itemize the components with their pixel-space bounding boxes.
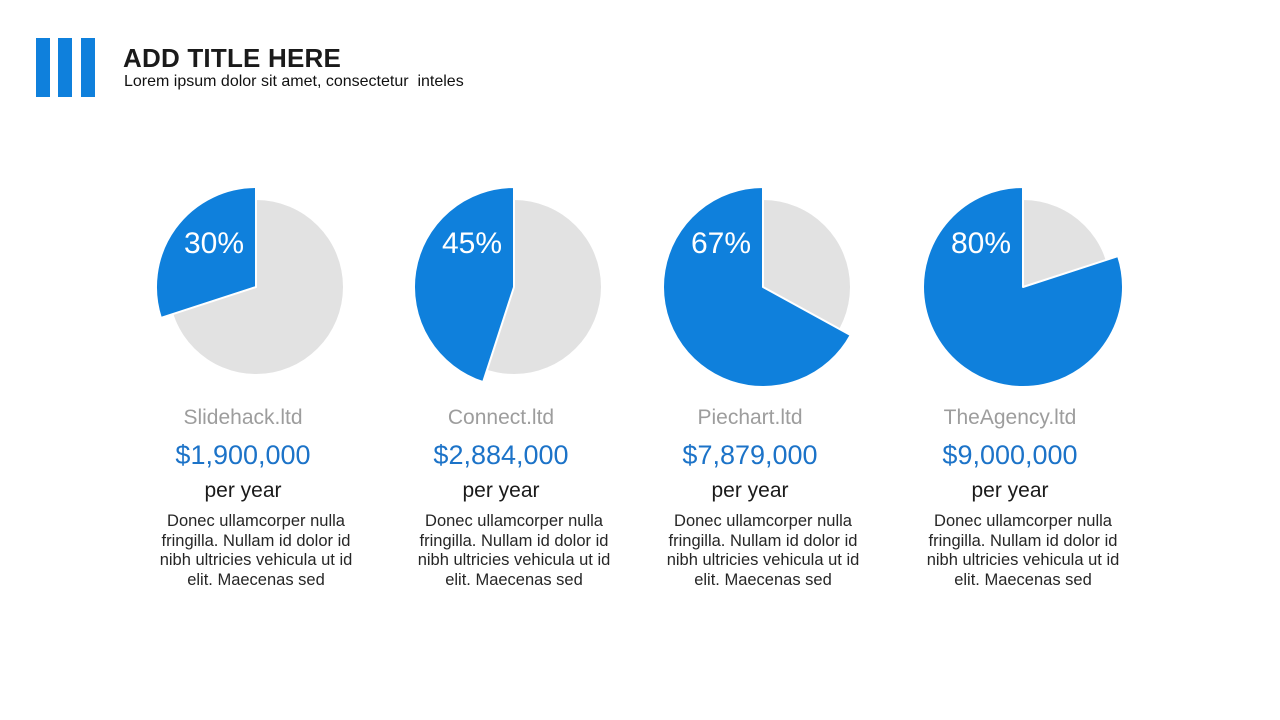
logo-bar-icon <box>58 38 72 97</box>
period-label: per year <box>711 479 789 502</box>
logo-bar-icon <box>81 38 95 97</box>
stat-column-1: 30% Slidehack.ltd $1,900,000 per year Do… <box>128 0 384 720</box>
company-name: Piechart.ltd <box>697 406 803 429</box>
description-text: Donec ullamcorper nulla fringilla. Nulla… <box>666 512 860 589</box>
logo-bars-icon <box>36 38 96 97</box>
header: ADD TITLE HERE Lorem ipsum dolor sit ame… <box>0 0 1280 120</box>
pie-chart-2: 45% <box>404 177 624 397</box>
period-label: per year <box>971 479 1049 502</box>
description-text: Donec ullamcorper nulla fringilla. Nulla… <box>417 512 611 589</box>
company-name: Connect.ltd <box>447 406 555 429</box>
logo-bar-icon <box>36 38 50 97</box>
amount-value: $7,879,000 <box>682 440 818 470</box>
pie-chart-3: 67% <box>653 177 873 397</box>
amount-value: $1,900,000 <box>175 440 311 470</box>
pie-chart-svg <box>922 186 1124 388</box>
percent-label: 30% <box>183 227 245 260</box>
percent-label: 80% <box>950 227 1012 260</box>
period-label: per year <box>204 479 282 502</box>
pie-chart-1: 30% <box>146 177 366 397</box>
page-subtitle: Lorem ipsum dolor sit amet, consectetur … <box>124 73 464 90</box>
description-text: Donec ullamcorper nulla fringilla. Nulla… <box>926 512 1120 589</box>
pie-chart-svg <box>155 186 343 374</box>
stat-column-3: 67% Piechart.ltd $7,879,000 per year Don… <box>635 0 891 720</box>
stat-column-4: 80% TheAgency.ltd $9,000,000 per year Do… <box>895 0 1151 720</box>
stat-column-2: 45% Connect.ltd $2,884,000 per year Done… <box>386 0 642 720</box>
company-name: TheAgency.ltd <box>943 406 1077 429</box>
period-label: per year <box>462 479 540 502</box>
pie-chart-4: 80% <box>913 177 1133 397</box>
pie-chart-svg <box>662 186 852 388</box>
page-title: ADD TITLE HERE <box>123 43 342 73</box>
company-name: Slidehack.ltd <box>183 406 303 429</box>
pie-chart-svg <box>412 186 601 384</box>
description-text: Donec ullamcorper nulla fringilla. Nulla… <box>159 512 353 589</box>
amount-value: $2,884,000 <box>433 440 569 470</box>
amount-value: $9,000,000 <box>942 440 1078 470</box>
percent-label: 45% <box>441 227 503 260</box>
percent-label: 67% <box>690 227 752 260</box>
